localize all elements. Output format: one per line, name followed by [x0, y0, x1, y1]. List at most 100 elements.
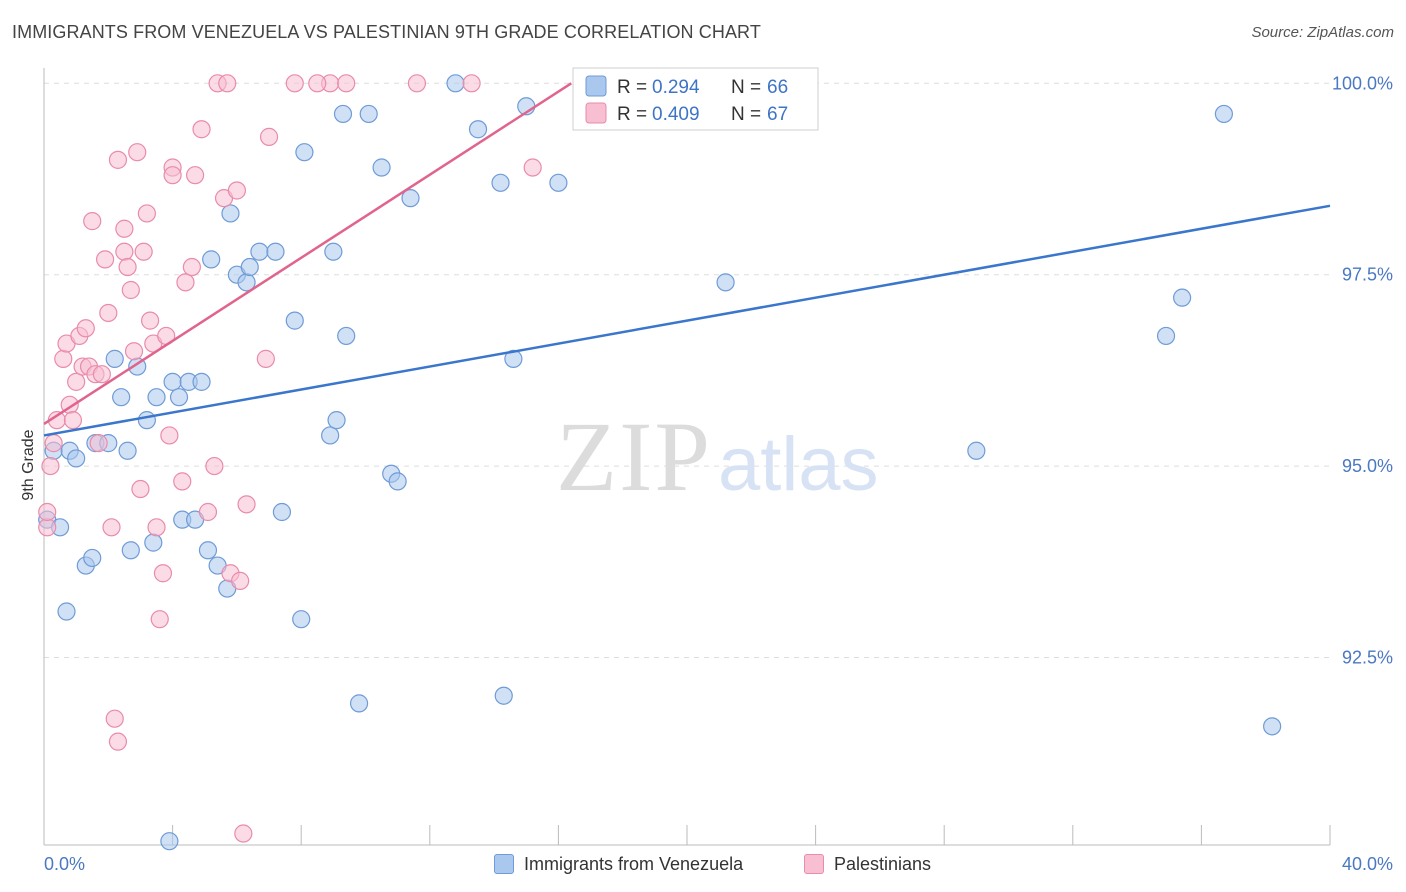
point-venezuela-10	[105, 349, 124, 368]
point-venezuela-11	[112, 388, 131, 407]
bottom-legend-label-venezuela: Immigrants from Venezuela	[524, 853, 744, 874]
point-venezuela-48	[388, 472, 407, 491]
watermark: ZIP atlas	[556, 401, 879, 512]
point-venezuela-50	[446, 74, 465, 93]
chart-source: Source: ZipAtlas.com	[1251, 24, 1394, 41]
bottom-legend-label-palestinians: Palestinians	[834, 853, 932, 874]
x-tick-labels: 0.0% 40.0%	[44, 854, 1393, 874]
point-venezuela-39	[321, 426, 340, 445]
point-palestinians-26	[121, 280, 140, 300]
point-venezuela-46	[372, 158, 391, 177]
point-palestinians-50	[218, 74, 237, 93]
point-palestinians-16	[92, 365, 111, 384]
point-venezuela-35	[272, 502, 292, 522]
y-tick-label-3: 92.5%	[1342, 647, 1393, 667]
watermark-zip: ZIP	[556, 401, 712, 512]
legend-r-value-palestinians: 0.409	[652, 104, 700, 125]
point-venezuela-15	[137, 411, 156, 430]
legend-n-value-venezuela: 66	[767, 77, 788, 98]
point-venezuela-59	[967, 441, 986, 460]
point-palestinians-36	[153, 564, 173, 583]
point-venezuela-43	[327, 411, 346, 430]
x-tick-label-0: 0.0%	[44, 854, 85, 874]
point-palestinians-47	[205, 456, 224, 476]
bottom-legend-swatch-palestinians	[804, 854, 824, 874]
point-palestinians-38	[160, 426, 179, 445]
point-palestinians-44	[186, 166, 205, 185]
point-palestinians-7	[63, 411, 83, 430]
point-palestinians-54	[237, 495, 256, 514]
point-palestinians-52	[227, 181, 246, 200]
point-palestinians-30	[131, 479, 150, 499]
point-palestinians-29	[134, 242, 153, 261]
point-venezuela-26	[202, 250, 221, 269]
point-palestinians-34	[147, 518, 166, 537]
bottom-legend-swatch-venezuela	[494, 854, 514, 874]
point-palestinians-60	[308, 74, 327, 93]
point-venezuela-25	[198, 541, 218, 560]
point-venezuela-61	[1173, 288, 1192, 307]
point-palestinians-35	[150, 610, 169, 629]
point-venezuela-40	[324, 242, 343, 261]
trend-layer	[43, 82, 1331, 437]
point-palestinians-20	[105, 709, 124, 728]
point-venezuela-60	[1156, 326, 1176, 346]
point-palestinians-53	[231, 571, 250, 590]
point-palestinians-11	[76, 319, 95, 338]
y-axis-title: 9th Grade	[20, 429, 37, 500]
point-palestinians-42	[176, 273, 195, 292]
chart-title: IMMIGRANTS FROM VENEZUELA VS PALESTINIAN…	[12, 22, 761, 42]
point-venezuela-7	[83, 548, 102, 568]
point-palestinians-8	[67, 372, 86, 391]
point-palestinians-24	[115, 242, 134, 261]
legend-n-value-palestinians: 67	[767, 104, 788, 125]
bottom-legend-palestinians[interactable]: Palestinians	[804, 851, 931, 877]
point-venezuela-57	[716, 273, 735, 292]
point-venezuela-53	[494, 686, 513, 705]
y-tick-label-0: 100.0%	[1332, 73, 1393, 93]
point-venezuela-63	[1263, 717, 1282, 736]
point-palestinians-57	[259, 127, 279, 146]
trend-line-venezuela	[43, 204, 1331, 437]
point-palestinians-45	[192, 120, 211, 139]
stat-legend: R = 0.294 N = 66 R = 0.409 N = 67	[572, 67, 819, 131]
point-venezuela-5	[67, 449, 86, 468]
y-tick-labels: 100.0% 97.5% 95.0% 92.5%	[1332, 73, 1393, 667]
point-palestinians-15	[89, 434, 108, 453]
point-palestinians-40	[163, 166, 182, 185]
point-venezuela-32	[240, 257, 259, 277]
point-palestinians-0	[38, 518, 57, 537]
point-palestinians-66	[38, 502, 57, 522]
legend-r-label-venezuela: R =	[617, 77, 647, 98]
y-tick-label-2: 95.0%	[1342, 456, 1393, 476]
point-venezuela-19	[163, 372, 182, 391]
legend-swatch-palestinians	[585, 102, 607, 124]
point-palestinians-43	[182, 257, 201, 277]
point-venezuela-45	[359, 104, 378, 124]
point-venezuela-37	[292, 610, 311, 629]
point-venezuela-29	[221, 204, 240, 223]
point-venezuela-12	[118, 441, 137, 460]
point-palestinians-46	[198, 502, 218, 522]
point-palestinians-32	[140, 311, 160, 330]
stat-legend-box	[572, 67, 819, 131]
point-palestinians-28	[128, 143, 147, 162]
point-venezuela-16	[144, 533, 163, 552]
y-tick-label-1: 97.5%	[1342, 265, 1393, 285]
point-venezuela-51	[468, 120, 488, 139]
point-venezuela-3	[57, 602, 76, 621]
point-venezuela-42	[337, 326, 356, 346]
point-palestinians-13	[83, 212, 102, 231]
legend-n-label-palestinians: N =	[731, 104, 761, 125]
point-palestinians-17	[95, 250, 115, 269]
point-venezuela-52	[491, 173, 510, 192]
point-palestinians-56	[256, 349, 275, 368]
bottom-legend-venezuela[interactable]: Immigrants from Venezuela	[494, 851, 743, 877]
point-venezuela-17	[147, 388, 166, 407]
point-palestinians-62	[407, 74, 427, 93]
point-palestinians-4	[54, 349, 73, 368]
x-tick-label-1: 40.0%	[1342, 854, 1393, 874]
point-palestinians-41	[173, 472, 192, 491]
trend-line-palestinians	[43, 82, 572, 426]
point-palestinians-2	[44, 434, 63, 453]
